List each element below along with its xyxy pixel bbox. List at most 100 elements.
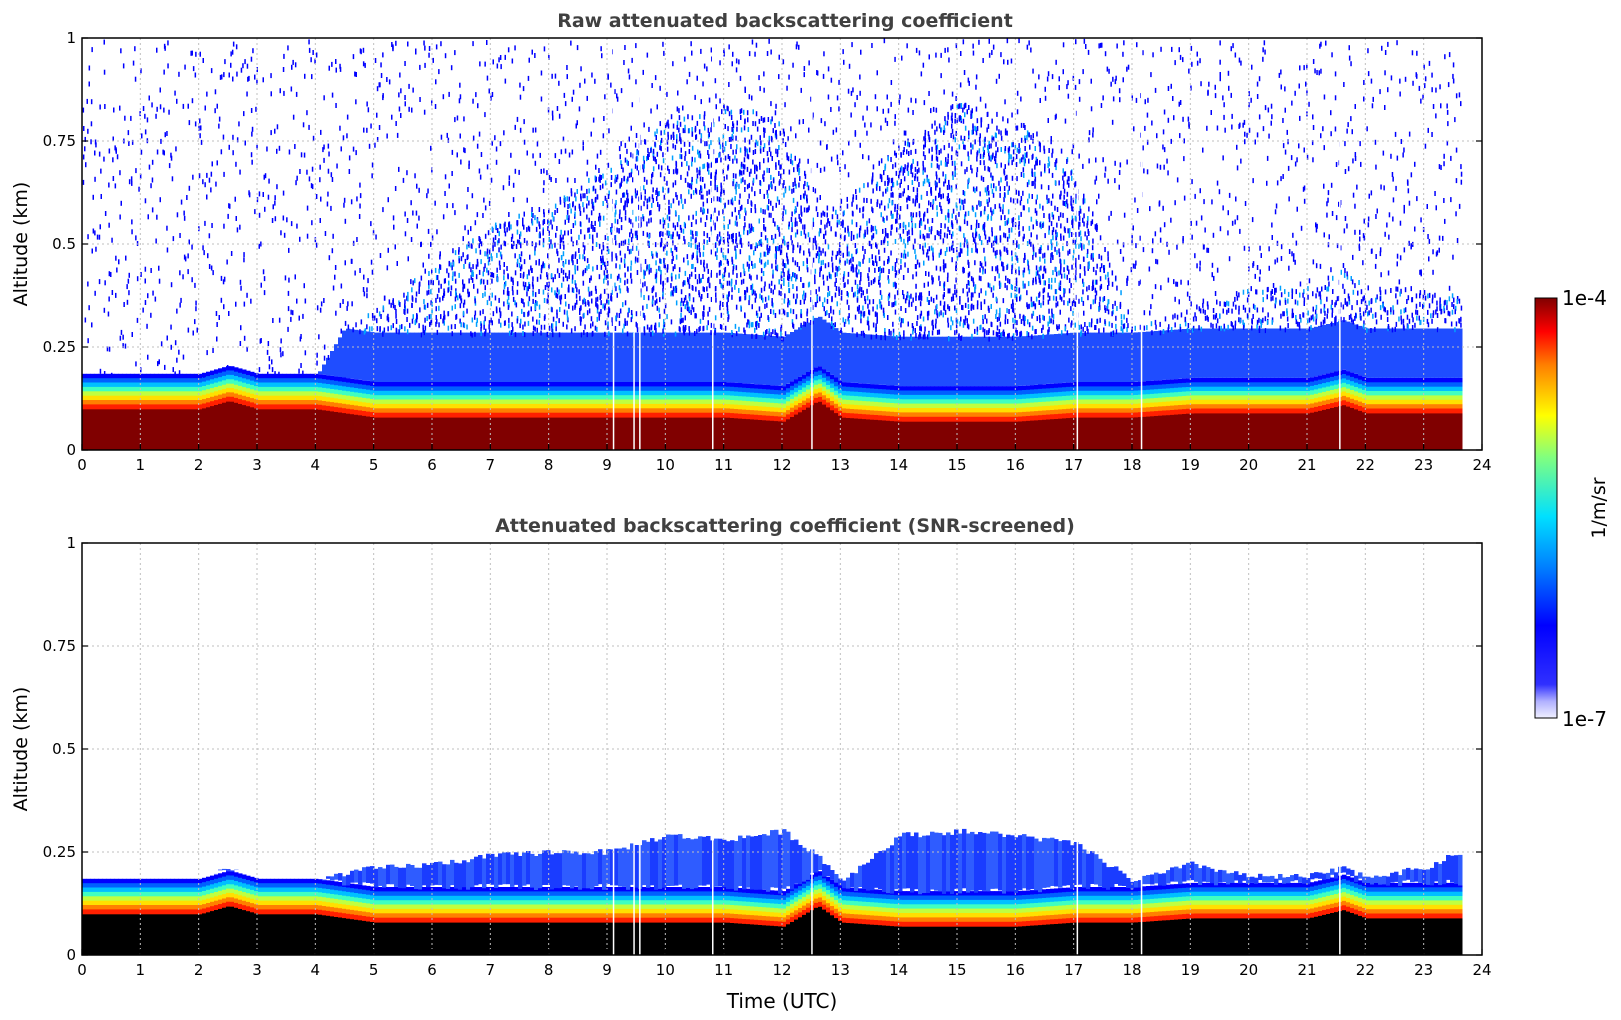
- heatmap-cell: [114, 382, 119, 388]
- heatmap-cell: [246, 392, 251, 398]
- heatmap-cell: [680, 301, 682, 307]
- heatmap-cell: [494, 386, 499, 392]
- heatmap-cell: [482, 382, 487, 387]
- heatmap-cell: [422, 395, 427, 401]
- heatmap-cell: [527, 75, 530, 81]
- heatmap-cell: [374, 332, 379, 382]
- heatmap-cell: [125, 255, 127, 261]
- heatmap-cell: [390, 386, 395, 392]
- heatmap-cell: [343, 197, 346, 203]
- heatmap-cell: [746, 286, 748, 292]
- heatmap-cell: [659, 266, 661, 272]
- heatmap-cell: [679, 133, 681, 139]
- heatmap-cell: [578, 412, 583, 418]
- heatmap-cell: [434, 104, 437, 109]
- heatmap-cell: [634, 386, 639, 392]
- heatmap-cell: [518, 417, 523, 450]
- heatmap-cell: [406, 317, 408, 322]
- heatmap-cell: [727, 297, 729, 303]
- heatmap-cell: [458, 390, 463, 396]
- heatmap-cell: [286, 400, 291, 405]
- heatmap-cell: [422, 403, 427, 409]
- heatmap-cell: [592, 225, 594, 230]
- heatmap-cell: [566, 408, 571, 414]
- heatmap-cell: [499, 55, 502, 60]
- heatmap-cell: [703, 262, 705, 268]
- heatmap-cell: [734, 417, 739, 450]
- heatmap-cell: [342, 390, 347, 396]
- heatmap-cell: [402, 382, 407, 387]
- heatmap-cell: [666, 408, 671, 414]
- heatmap-cell: [538, 382, 543, 387]
- heatmap-cell: [636, 190, 638, 196]
- heatmap-cell: [358, 392, 363, 398]
- heatmap-cell: [178, 71, 180, 77]
- heatmap-cell: [255, 106, 257, 112]
- heatmap-cell: [418, 285, 420, 291]
- heatmap-cell: [330, 397, 335, 403]
- heatmap-cell: [206, 371, 211, 377]
- heatmap-cell: [671, 276, 673, 282]
- heatmap-cell: [492, 237, 495, 243]
- heatmap-cell: [535, 260, 537, 266]
- heatmap-cell: [394, 408, 399, 414]
- heatmap-cell: [266, 378, 271, 384]
- heatmap-cell: [254, 394, 259, 400]
- heatmap-cell: [310, 378, 315, 384]
- heatmap-cell: [583, 297, 585, 303]
- heatmap-cell: [363, 291, 366, 297]
- heatmap-cell: [688, 165, 690, 171]
- heatmap-cell: [626, 320, 628, 326]
- heatmap-cell: [744, 137, 746, 143]
- heatmap-cell: [559, 243, 562, 249]
- heatmap-cell: [82, 386, 87, 392]
- heatmap-cell: [718, 382, 723, 387]
- heatmap-cell: [223, 304, 225, 310]
- heatmap-cell: [442, 395, 447, 401]
- heatmap-cell: [142, 400, 147, 405]
- heatmap-cell: [202, 245, 204, 251]
- heatmap-cell: [770, 212, 772, 218]
- heatmap-cell: [88, 305, 90, 311]
- heatmap-cell: [702, 81, 704, 87]
- heatmap-cell: [562, 412, 567, 418]
- heatmap-cell: [726, 382, 731, 388]
- heatmap-cell: [646, 386, 651, 392]
- heatmap-cell: [232, 41, 235, 47]
- heatmap-cell: [695, 210, 697, 216]
- heatmap-cell: [748, 193, 750, 199]
- heatmap-cell: [386, 332, 391, 382]
- heatmap-cell: [732, 51, 734, 57]
- heatmap-cell: [752, 180, 754, 186]
- heatmap-cell: [475, 92, 477, 98]
- heatmap-cell: [286, 217, 288, 223]
- heatmap-cell: [722, 332, 727, 382]
- heatmap-cell: [238, 394, 243, 400]
- heatmap-cell: [618, 242, 621, 248]
- heatmap-cell: [678, 386, 683, 392]
- heatmap-cell: [406, 329, 409, 335]
- heatmap-cell: [306, 169, 308, 175]
- heatmap-cell: [82, 391, 87, 397]
- heatmap-cell: [238, 399, 243, 404]
- heatmap-cell: [394, 417, 399, 450]
- heatmap-cell: [596, 316, 598, 322]
- heatmap-cell: [238, 403, 243, 450]
- heatmap-cell: [690, 417, 695, 450]
- heatmap-cell: [630, 382, 635, 387]
- heatmap-cell: [768, 140, 770, 146]
- heatmap-cell: [542, 412, 547, 418]
- heatmap-cell: [496, 63, 499, 69]
- heatmap-cell: [559, 199, 562, 205]
- heatmap-cell: [646, 403, 651, 409]
- heatmap-cell: [680, 227, 683, 233]
- heatmap-cell: [668, 209, 671, 215]
- heatmap-cell: [574, 264, 576, 270]
- heatmap-cell: [486, 395, 491, 401]
- heatmap-cell: [130, 391, 135, 397]
- heatmap-cell: [438, 69, 440, 75]
- heatmap-cell: [708, 97, 711, 103]
- heatmap-cell: [150, 268, 152, 273]
- heatmap-cell: [354, 405, 359, 411]
- heatmap-cell: [458, 258, 460, 264]
